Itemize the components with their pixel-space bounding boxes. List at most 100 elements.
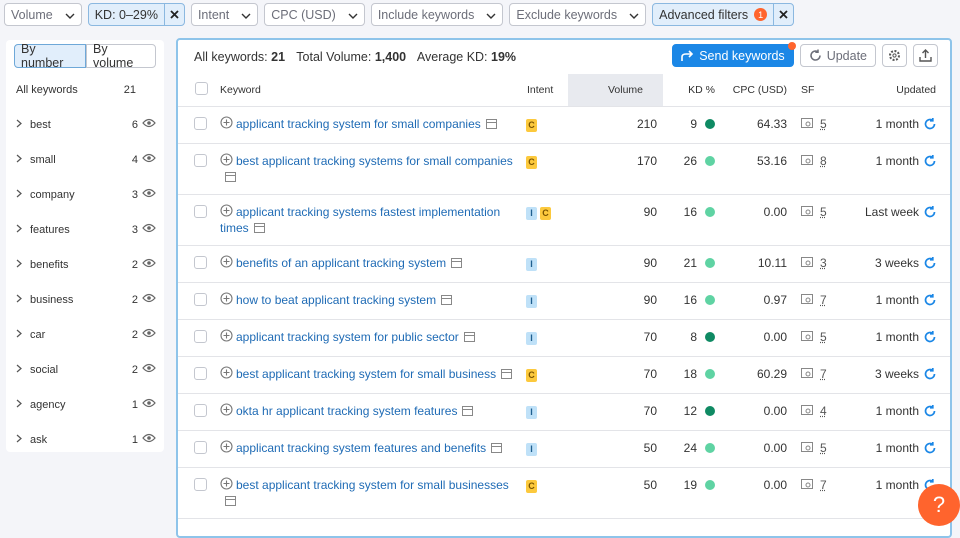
add-icon[interactable] bbox=[220, 255, 233, 272]
sf-cell: 3 bbox=[791, 245, 841, 282]
refresh-icon[interactable] bbox=[919, 404, 936, 418]
add-icon[interactable] bbox=[220, 403, 233, 420]
checkbox[interactable] bbox=[194, 441, 207, 454]
refresh-icon[interactable] bbox=[919, 154, 936, 168]
refresh-icon[interactable] bbox=[919, 256, 936, 270]
help-button[interactable]: ? bbox=[918, 484, 960, 526]
sf-count[interactable]: 4 bbox=[820, 404, 827, 418]
serp-features-icon bbox=[801, 367, 820, 381]
filter-dropdown[interactable]: Intent bbox=[191, 3, 258, 26]
refresh-icon[interactable] bbox=[919, 293, 936, 307]
header-cell[interactable]: KD % bbox=[663, 74, 723, 106]
add-icon[interactable] bbox=[220, 153, 233, 170]
checkbox[interactable] bbox=[194, 117, 207, 130]
filter-dropdown[interactable]: Exclude keywords bbox=[509, 3, 646, 26]
label: Send keywords bbox=[699, 49, 784, 63]
expand-icon bbox=[16, 119, 30, 131]
checkbox[interactable] bbox=[194, 404, 207, 417]
checkbox[interactable] bbox=[194, 478, 207, 491]
refresh-icon[interactable] bbox=[919, 441, 936, 455]
add-icon[interactable] bbox=[220, 477, 233, 494]
sf-count[interactable]: 7 bbox=[820, 293, 827, 307]
filter-dropdown[interactable]: Include keywords bbox=[371, 3, 504, 26]
add-icon[interactable] bbox=[220, 292, 233, 309]
keyword-link[interactable]: best applicant tracking system for small… bbox=[236, 478, 509, 492]
header-cell[interactable]: Keyword bbox=[214, 74, 526, 106]
checkbox[interactable] bbox=[195, 82, 208, 95]
label: Total Volume: bbox=[296, 50, 371, 64]
sf-count[interactable]: 3 bbox=[820, 256, 827, 270]
tab[interactable]: By number bbox=[14, 44, 86, 68]
clear-button[interactable] bbox=[773, 4, 793, 25]
keyword-link[interactable]: applicant tracking system for small comp… bbox=[236, 117, 481, 131]
cell bbox=[178, 467, 214, 518]
group-row[interactable]: car 2 bbox=[6, 317, 164, 352]
refresh-icon[interactable] bbox=[919, 117, 936, 131]
header-cell[interactable]: CPC (USD) bbox=[723, 74, 791, 106]
keyword-cell: best applicant tracking system for small… bbox=[214, 356, 526, 393]
group-row[interactable]: ask 1 bbox=[6, 422, 164, 457]
group-row[interactable]: benefits 2 bbox=[6, 247, 164, 282]
group-list: best 6 small 4 company 3 features 3 benefits 2 bus… bbox=[6, 107, 164, 457]
add-icon[interactable] bbox=[220, 116, 233, 133]
keyword-link[interactable]: benefits of an applicant tracking system bbox=[236, 256, 446, 270]
clear-button[interactable] bbox=[164, 4, 184, 25]
group-row[interactable]: social 2 bbox=[6, 352, 164, 387]
group-row[interactable]: company 3 bbox=[6, 177, 164, 212]
sf-count[interactable]: 5 bbox=[820, 330, 827, 344]
settings-button[interactable] bbox=[882, 44, 907, 67]
add-icon[interactable] bbox=[220, 366, 233, 383]
send-button[interactable]: Send keywords bbox=[672, 44, 793, 67]
keyword-link[interactable]: best applicant tracking systems for smal… bbox=[236, 154, 513, 168]
kd-cell: 16 bbox=[663, 194, 723, 245]
group-row[interactable]: small 4 bbox=[6, 142, 164, 177]
sf-count[interactable]: 5 bbox=[820, 441, 827, 455]
serp-icon bbox=[496, 367, 512, 381]
checkbox[interactable] bbox=[194, 256, 207, 269]
group-row[interactable]: business 2 bbox=[6, 282, 164, 317]
group-row[interactable]: best 6 bbox=[6, 107, 164, 142]
group-row[interactable]: features 3 bbox=[6, 212, 164, 247]
add-icon[interactable] bbox=[220, 440, 233, 457]
keyword-link[interactable]: applicant tracking system features and b… bbox=[236, 441, 486, 455]
refresh-icon[interactable] bbox=[919, 367, 936, 381]
tab[interactable]: By volume bbox=[86, 44, 156, 68]
checkbox[interactable] bbox=[194, 367, 207, 380]
header-cell[interactable]: Updated bbox=[841, 74, 950, 106]
eye-icon bbox=[138, 188, 156, 201]
sf-count[interactable]: 7 bbox=[820, 367, 827, 381]
keyword-link[interactable]: best applicant tracking system for small… bbox=[236, 367, 496, 381]
sf-count[interactable]: 5 bbox=[820, 205, 827, 219]
kd-cell: 26 bbox=[663, 143, 723, 194]
filter-dropdown[interactable]: CPC (USD) bbox=[264, 3, 365, 26]
checkbox[interactable] bbox=[194, 205, 207, 218]
refresh-icon[interactable] bbox=[919, 205, 936, 219]
header-cell[interactable]: SF bbox=[791, 74, 841, 106]
checkbox[interactable] bbox=[194, 293, 207, 306]
checkbox[interactable] bbox=[194, 330, 207, 343]
page: {"filters": {"items": ["Volume", "Intent… bbox=[0, 0, 960, 527]
all-keywords-row[interactable]: All keywords 21 bbox=[6, 72, 164, 107]
updated-cell: 3 weeks bbox=[841, 356, 950, 393]
sf-count[interactable]: 7 bbox=[820, 478, 827, 492]
keyword-link[interactable]: applicant tracking system for public sec… bbox=[236, 330, 459, 344]
keyword-link[interactable]: how to beat applicant tracking system bbox=[236, 293, 436, 307]
keyword-link[interactable]: okta hr applicant tracking system featur… bbox=[236, 404, 457, 418]
header-cell[interactable]: Intent bbox=[526, 74, 568, 106]
updated-cell: 1 month bbox=[841, 143, 950, 194]
sf-count[interactable]: 5 bbox=[820, 117, 827, 131]
add-icon[interactable] bbox=[220, 204, 233, 221]
add-icon[interactable] bbox=[220, 329, 233, 346]
refresh-icon[interactable] bbox=[919, 330, 936, 344]
active-filter[interactable]: KD: 0–29% bbox=[88, 3, 185, 26]
header-cell[interactable]: Volume bbox=[568, 74, 663, 106]
checkbox[interactable] bbox=[194, 154, 207, 167]
intent-badge: I bbox=[526, 332, 537, 345]
filter-dropdown[interactable]: Volume bbox=[4, 3, 82, 26]
export-button[interactable] bbox=[913, 44, 938, 67]
sf-count[interactable]: 8 bbox=[820, 154, 827, 168]
intent-cell: I bbox=[526, 245, 568, 282]
group-row[interactable]: agency 1 bbox=[6, 387, 164, 422]
active-filter[interactable]: Advanced filters 1 bbox=[652, 3, 794, 26]
update-button[interactable]: Update bbox=[800, 44, 876, 67]
